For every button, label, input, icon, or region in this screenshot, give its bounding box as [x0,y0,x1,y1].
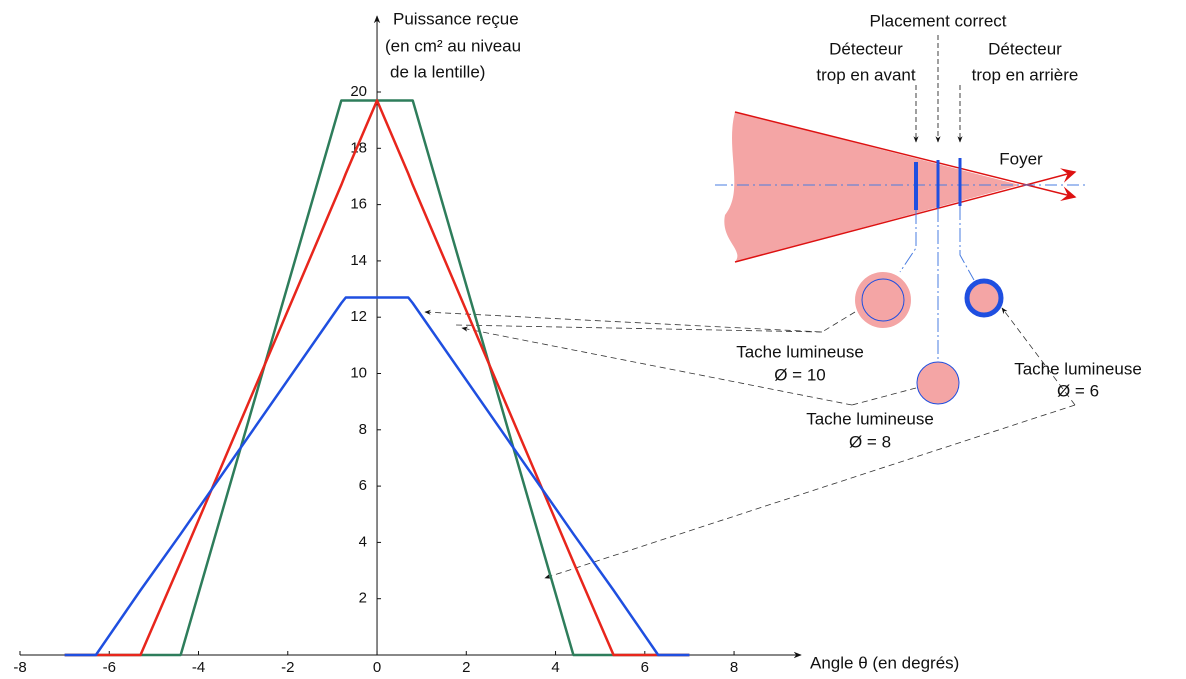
pointer [851,387,917,406]
x-tick-label: 0 [373,659,381,676]
pointer [454,324,823,333]
annotation: Ø = 10 [774,365,826,384]
y-tick-label: 6 [359,477,367,494]
x-tick-label: -4 [192,659,205,676]
series-line [64,296,690,657]
optics-diagram [715,35,1085,405]
pointer [461,326,853,406]
guide [899,210,917,273]
x-axis-label: Angle θ (en degrés) [810,653,959,672]
light-cone [724,112,1020,262]
pointer [1001,307,1076,406]
spot-6 [964,278,1004,318]
y-tick-label: 12 [350,308,367,325]
y-tick-label: 16 [350,196,367,213]
annotation: trop en avant [816,65,916,84]
y-tick-label: 4 [359,533,367,550]
annotation: Ø = 8 [849,432,891,451]
ray [734,111,1077,202]
x-tick-label: -8 [13,659,26,676]
series-line [64,99,690,657]
annotation: Ø = 6 [1057,381,1099,400]
ray [734,168,1077,263]
x-tick-label: 8 [730,659,738,676]
x-tick-label: -2 [281,659,294,676]
y-tick-label: 14 [350,252,367,269]
y-tick-label: 2 [359,590,367,607]
annotation: Foyer [999,149,1043,168]
pointer [424,309,856,333]
pointer [544,404,1076,579]
annotation: Placement correct [870,11,1007,30]
spot-10-inner [861,278,905,322]
x-tick-label: 2 [462,659,470,676]
x-tick-label: 6 [641,659,649,676]
annotation: Tache lumineuse [1014,359,1142,378]
annotation: Détecteur [829,39,903,58]
y-tick-label: 8 [359,421,367,438]
y-tick-label: 20 [350,83,367,100]
annotation: Tache lumineuse [806,409,934,428]
guide [959,206,975,281]
y-axis-label: Puissance reçue [393,9,519,28]
y-axis-label: de la lentille) [390,62,485,81]
annotation: Tache lumineuse [736,342,864,361]
x-tick-label: 4 [551,659,559,676]
y-axis-label: (en cm² au niveau [385,36,521,55]
annotation: trop en arrière [972,65,1079,84]
x-tick-label: -6 [103,659,116,676]
y-tick-label: 10 [350,364,367,381]
spot-8 [916,361,960,405]
annotation: Détecteur [988,39,1062,58]
spot-10 [855,272,911,328]
